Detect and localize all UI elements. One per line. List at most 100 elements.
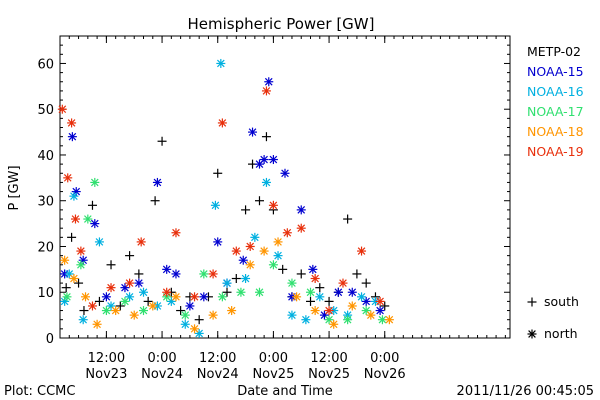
data-point <box>352 269 362 279</box>
x-axis-ticks: 12:00Nov230:00Nov2412:00Nov240:00Nov2512… <box>59 36 506 382</box>
y-tick-label: 50 <box>37 103 54 118</box>
data-point <box>162 287 172 297</box>
data-point <box>357 292 367 302</box>
data-point <box>63 173 73 183</box>
marker-legend: south north <box>527 294 579 341</box>
data-point <box>329 319 339 329</box>
data-point <box>157 136 167 146</box>
series-noaa-18 <box>60 237 394 334</box>
data-point <box>94 237 104 247</box>
plot-timestamp: 2011/11/26 00:45:05 <box>457 384 594 399</box>
data-point <box>210 200 220 210</box>
x-tick-label: 0:00 <box>259 351 288 366</box>
data-point <box>216 58 226 68</box>
data-point <box>254 287 264 297</box>
x-tick-date-label: Nov24 <box>141 367 183 382</box>
x-tick-date-label: Nov23 <box>85 367 127 382</box>
series-noaa-19 <box>57 86 385 316</box>
y-tick-label: 60 <box>37 57 54 72</box>
y-axis-label: P [GW] <box>7 165 22 210</box>
data-point <box>94 296 104 306</box>
data-point <box>148 301 158 311</box>
data-point <box>315 292 325 302</box>
marker-legend-label: south <box>544 294 579 309</box>
x-axis-label: Date and Time <box>237 384 333 399</box>
marker-legend-label: north <box>544 326 578 341</box>
data-point <box>310 306 320 316</box>
data-point <box>81 292 91 302</box>
data-point <box>306 296 316 306</box>
data-point <box>87 200 97 210</box>
x-tick-label: 12:00 <box>88 351 125 366</box>
data-point <box>222 278 232 288</box>
data-point <box>282 228 292 238</box>
data-point <box>308 264 318 274</box>
series-noaa-16 <box>60 58 380 338</box>
data-point <box>380 301 390 311</box>
data-point <box>324 296 334 306</box>
data-point <box>357 246 367 256</box>
data-point <box>241 205 251 215</box>
data-point <box>248 127 258 137</box>
series-metp-02 <box>61 132 390 325</box>
legend-item: NOAA-16 <box>527 84 584 99</box>
data-point <box>287 278 297 288</box>
data-point <box>254 196 264 206</box>
data-point <box>217 292 227 302</box>
data-point <box>280 168 290 178</box>
data-point <box>134 278 144 288</box>
data-point <box>60 255 70 265</box>
data-point <box>139 287 149 297</box>
legend-item: NOAA-18 <box>527 124 584 139</box>
data-point <box>78 315 88 325</box>
data-point <box>87 301 97 311</box>
data-point <box>194 328 204 338</box>
data-point <box>273 251 283 261</box>
data-point <box>254 159 264 169</box>
x-tick-date-label: Nov25 <box>252 367 294 382</box>
data-point <box>125 278 135 288</box>
data-point <box>171 292 181 302</box>
data-point <box>384 315 394 325</box>
data-point <box>333 287 343 297</box>
data-point <box>76 246 86 256</box>
data-point <box>241 274 251 284</box>
data-point <box>227 306 237 316</box>
data-point <box>199 269 209 279</box>
data-point <box>296 269 306 279</box>
data-point <box>296 205 306 215</box>
x-tick-label: 0:00 <box>147 351 176 366</box>
data-point <box>343 214 353 224</box>
x-tick-label: 0:00 <box>370 351 399 366</box>
data-point <box>57 104 67 114</box>
data-point <box>90 219 100 229</box>
data-point <box>301 315 311 325</box>
data-point <box>190 292 200 302</box>
x-tick-date-label: Nov24 <box>197 367 239 382</box>
series-legend: METP-02 NOAA-15 NOAA-16 NOAA-17 NOAA-18 NOAA-… <box>527 44 584 159</box>
data-point <box>324 306 334 316</box>
data-point <box>111 306 121 316</box>
data-point <box>69 191 79 201</box>
data-point <box>236 287 246 297</box>
x-tick-date-label: Nov26 <box>364 367 406 382</box>
data-point <box>79 306 89 316</box>
data-point <box>347 301 357 311</box>
data-point <box>134 269 144 279</box>
plot-frame <box>59 35 511 339</box>
data-point <box>90 177 100 187</box>
data-point <box>264 77 274 87</box>
data-point <box>115 301 125 311</box>
series-noaa-15 <box>60 77 385 320</box>
data-point <box>261 177 271 187</box>
data-point <box>245 241 255 251</box>
data-points <box>57 58 394 338</box>
data-point <box>292 292 302 302</box>
data-point <box>125 251 135 261</box>
data-point <box>190 324 200 334</box>
data-point <box>152 177 162 187</box>
data-point <box>238 255 248 265</box>
x-tick-date-label: Nov25 <box>308 367 350 382</box>
data-point <box>67 232 77 242</box>
data-point <box>261 132 271 142</box>
